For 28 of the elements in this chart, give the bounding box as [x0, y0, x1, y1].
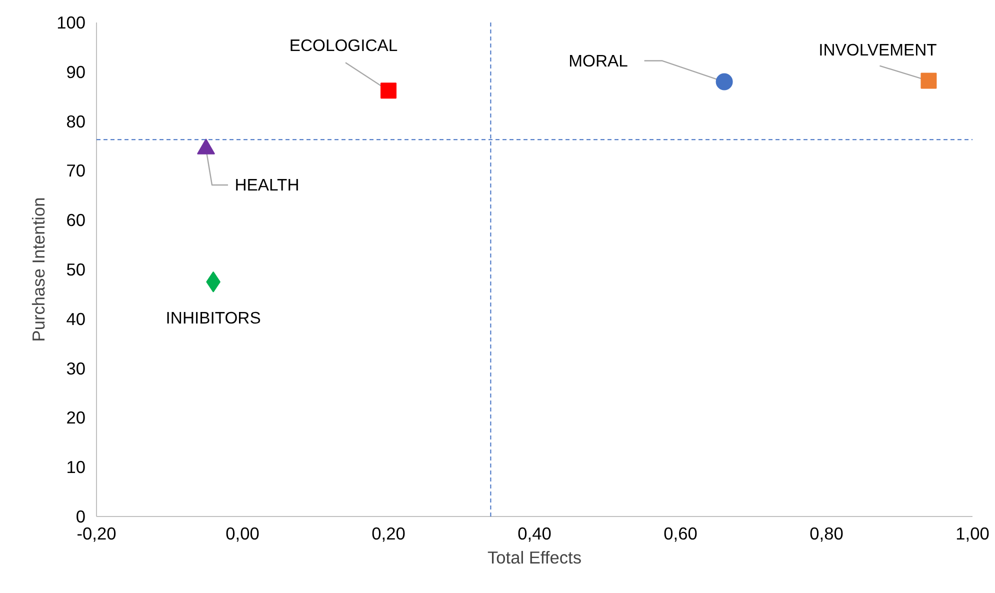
x-tick-label: 0,20 [372, 524, 406, 544]
series-label: INVOLVEMENT [818, 40, 937, 60]
x-tick-label: 0,80 [810, 524, 844, 544]
series-label: INHIBITORS [166, 308, 261, 328]
y-tick-label: 0 [76, 506, 86, 526]
x-tick-label: 0,00 [226, 524, 260, 544]
y-tick-label: 30 [66, 358, 86, 378]
x-axis-title: Total Effects [487, 548, 582, 568]
point [716, 73, 733, 90]
y-tick-label: 40 [66, 308, 86, 329]
y-tick-label: 20 [66, 408, 86, 428]
series-label: ECOLOGICAL [289, 36, 398, 56]
point [920, 72, 937, 89]
x-tick-label: 0,60 [664, 524, 698, 544]
y-tick-label: 90 [66, 62, 86, 82]
text: MORAL [568, 51, 628, 70]
x-tick-label: 1,00 [956, 524, 990, 544]
y-tick-label: 10 [66, 457, 86, 478]
point [380, 82, 396, 99]
y-tick-label: 100 [56, 12, 86, 32]
x-tick-label: 0,40 [518, 524, 552, 544]
y-tick-label: 80 [66, 111, 86, 132]
y-tick-label: 70 [66, 160, 86, 181]
y-tick-label: 60 [66, 210, 86, 230]
series-label: HEALTH [234, 175, 300, 194]
x-tick-label: -0,20 [76, 524, 116, 544]
y-axis-title: Purchase Intention [28, 197, 49, 342]
y-tick-label: 50 [66, 260, 86, 280]
